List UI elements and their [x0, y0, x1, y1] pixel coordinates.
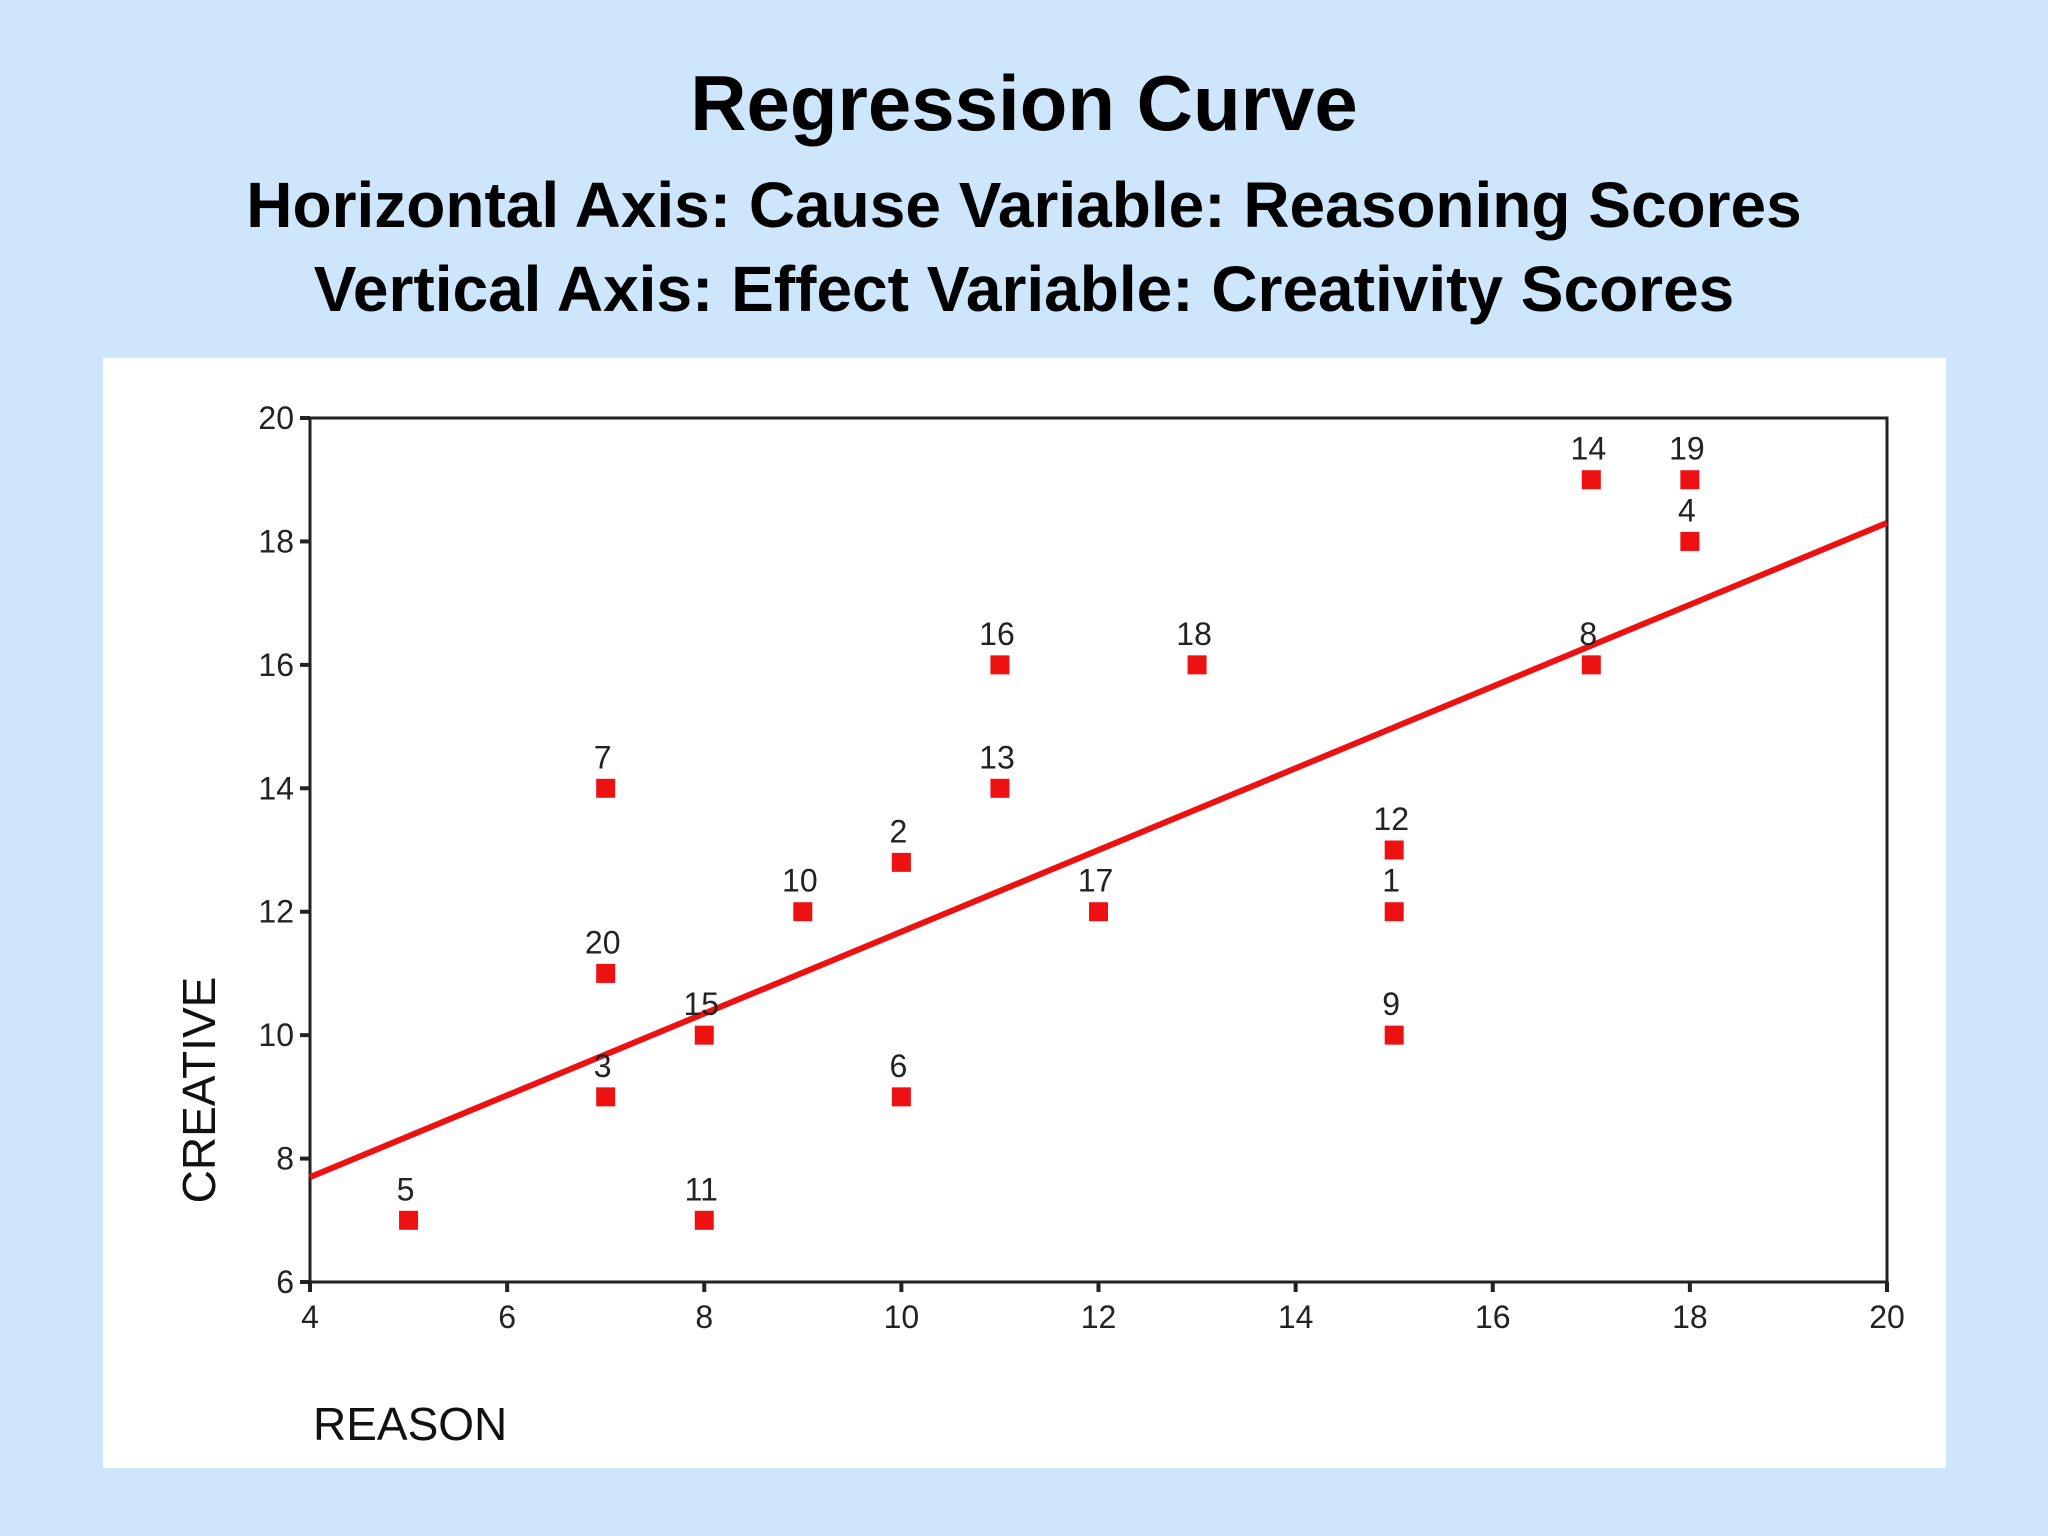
- slide-title: Regression Curve: [690, 59, 1358, 147]
- data-point: [694, 1025, 714, 1045]
- data-point-label: 18: [1176, 616, 1212, 652]
- y-tick-label: 14: [258, 770, 294, 806]
- x-tick-label: 12: [1081, 1299, 1117, 1335]
- x-tick-label: 8: [695, 1299, 713, 1335]
- data-point-label: 14: [1571, 431, 1607, 467]
- data-point-label: 5: [397, 1171, 415, 1207]
- data-point-label: 17: [1078, 863, 1114, 899]
- data-point: [990, 778, 1010, 798]
- data-point: [1089, 902, 1108, 922]
- data-point-label: 12: [1373, 801, 1409, 837]
- data-point: [793, 902, 813, 922]
- data-point-label: 3: [594, 1048, 612, 1084]
- data-point: [1187, 655, 1207, 675]
- x-tick-label: 14: [1278, 1299, 1314, 1335]
- data-point-label: 15: [683, 986, 719, 1022]
- data-point: [596, 963, 616, 983]
- regression-line-group: [308, 520, 1889, 1180]
- y-axis-title: CREATIVE: [173, 977, 225, 1204]
- data-point-label: 10: [782, 863, 818, 899]
- x-axis-title: REASON: [313, 1398, 507, 1450]
- data-point: [399, 1210, 419, 1230]
- x-tick-label: 10: [884, 1299, 920, 1335]
- subtitle-vertical-axis: Vertical Axis: Effect Variable: Creativi…: [313, 253, 1735, 325]
- x-tick-label: 18: [1672, 1299, 1708, 1335]
- data-point: [1680, 470, 1700, 490]
- data-point-label: 6: [889, 1048, 907, 1084]
- y-tick-label: 18: [258, 523, 294, 559]
- regression-line: [308, 520, 1889, 1180]
- data-point: [990, 655, 1010, 675]
- data-point: [1384, 902, 1404, 922]
- y-tick-label: 6: [276, 1264, 294, 1300]
- data-point-label: 16: [979, 616, 1015, 652]
- data-point: [1581, 655, 1601, 675]
- subtitle-horizontal-axis: Horizontal Axis: Cause Variable: Reasoni…: [246, 169, 1802, 241]
- data-point: [1581, 470, 1601, 490]
- x-tick-label: 16: [1475, 1299, 1511, 1335]
- data-point-label: 9: [1382, 986, 1400, 1022]
- y-tick-label: 20: [258, 400, 294, 436]
- data-point-label: 8: [1579, 616, 1597, 652]
- data-point: [694, 1210, 714, 1230]
- data-point: [596, 1087, 616, 1107]
- data-point-label: 4: [1678, 492, 1696, 528]
- data-point: [596, 778, 616, 798]
- y-tick-label: 8: [276, 1141, 294, 1177]
- x-tick-label: 4: [301, 1299, 319, 1335]
- data-point: [1680, 531, 1700, 551]
- data-point-label: 13: [979, 739, 1015, 775]
- data-point: [891, 1087, 911, 1107]
- data-point: [1384, 1025, 1404, 1045]
- data-point: [1384, 840, 1404, 860]
- data-point-label: 19: [1669, 431, 1705, 467]
- x-tick-label: 6: [498, 1299, 516, 1335]
- y-tick-label: 16: [258, 647, 294, 683]
- data-point-label: 11: [685, 1171, 718, 1207]
- data-point: [891, 852, 911, 872]
- x-tick-label: 20: [1869, 1299, 1905, 1335]
- y-tick-label: 10: [258, 1017, 294, 1053]
- data-point-label: 7: [594, 739, 612, 775]
- data-point-label: 1: [1382, 863, 1400, 899]
- y-tick-label: 12: [258, 894, 294, 930]
- data-point-label: 20: [585, 924, 621, 960]
- data-point-label: 2: [889, 813, 907, 849]
